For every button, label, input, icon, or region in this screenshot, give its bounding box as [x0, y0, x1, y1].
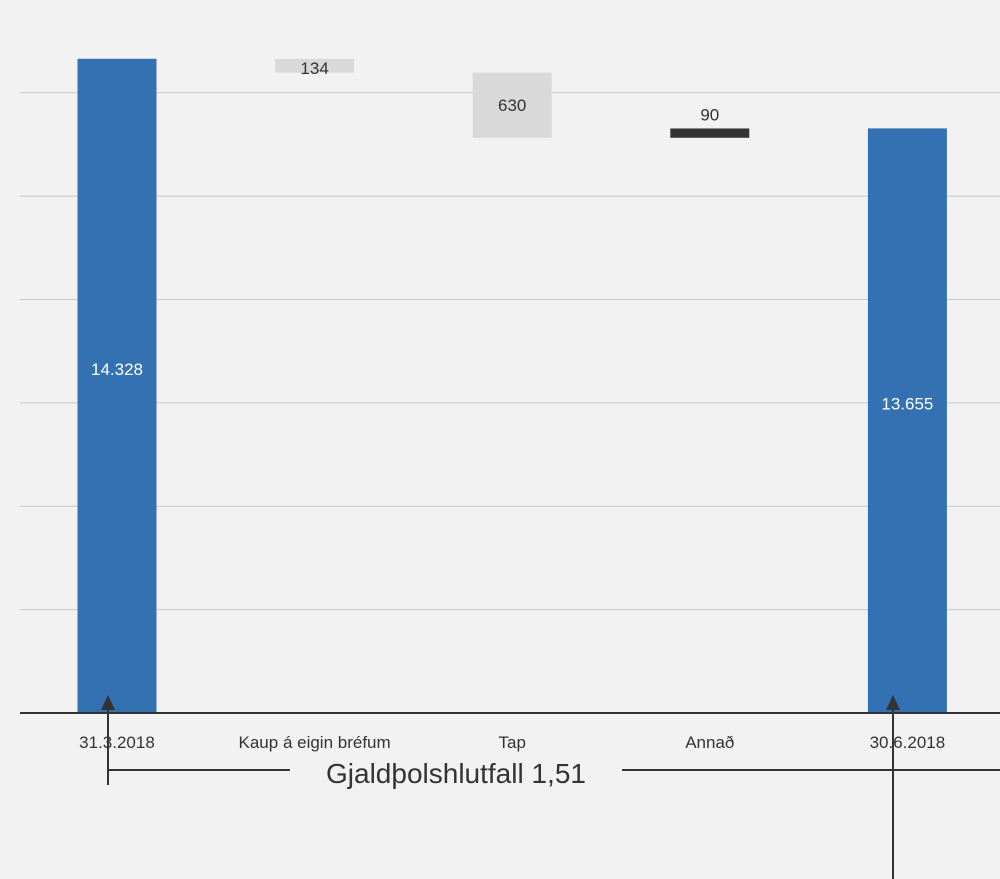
bar-total	[867, 128, 947, 713]
bar-decrease	[472, 72, 552, 138]
bar-total	[77, 58, 157, 714]
data-label: 134	[300, 59, 328, 78]
x-axis: 31.3.2018 Kaup á eigin bréfum Tap Annað 30.6…	[20, 712, 1000, 752]
data-label: 13.655	[881, 395, 933, 414]
x-tick-label: 31.3.2018	[79, 733, 155, 752]
gridlines	[20, 92, 1000, 611]
arrow-up-icon	[886, 695, 900, 710]
annotation-text: Gjaldþolshlutfall 1,51	[326, 758, 586, 789]
data-label: 14.328	[91, 360, 143, 379]
arrow-up-icon	[101, 695, 115, 710]
data-label: 90	[700, 105, 719, 124]
x-tick-label: Annað	[685, 733, 734, 752]
bars	[77, 58, 947, 714]
x-tick-label: Kaup á eigin bréfum	[239, 733, 391, 752]
data-labels: 14.328 134 630 90 13.655	[91, 59, 933, 414]
annotation-bracket-left	[107, 769, 290, 785]
ratio-annotation: Gjaldþolshlutfall 1,51	[101, 695, 1000, 879]
data-label: 630	[498, 96, 526, 115]
x-tick-label: 30.6.2018	[870, 733, 946, 752]
bar-decrease	[275, 58, 355, 73]
x-tick-label: Tap	[498, 733, 525, 752]
bar-increase	[670, 128, 750, 138]
